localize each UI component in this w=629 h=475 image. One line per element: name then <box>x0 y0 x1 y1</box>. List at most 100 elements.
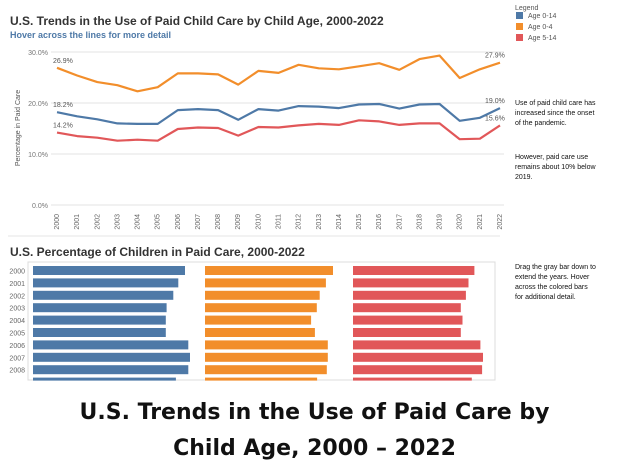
note-line: Drag the gray bar down to <box>515 264 596 271</box>
legend: Legend Age 0-14 Age 0-4 Age 5-14 <box>515 5 557 42</box>
bar-chart-title: U.S. Percentage of Children in Paid Care… <box>10 245 305 259</box>
note-line: across the colored bars <box>515 284 588 291</box>
bar[interactable] <box>33 365 189 375</box>
note-line: increased since the onset <box>515 110 595 117</box>
bar[interactable] <box>33 290 174 300</box>
note-line: remains about 10% below <box>515 164 596 171</box>
x-tick-label: 2015 <box>356 214 363 230</box>
caption-line-1: U.S. Trends in the Use of Paid Care by <box>79 400 550 425</box>
legend-swatch <box>516 23 523 30</box>
bar[interactable] <box>33 278 179 288</box>
x-tick-label: 2019 <box>437 214 444 230</box>
bar-partial[interactable] <box>33 377 176 381</box>
bar-category-label: 2002 <box>9 293 25 300</box>
bar[interactable] <box>353 365 483 375</box>
bar[interactable] <box>353 328 461 337</box>
bar[interactable] <box>353 290 466 300</box>
legend-entry: Age 5-14 <box>528 35 557 42</box>
bar[interactable] <box>205 365 327 375</box>
series-line-age-0-14[interactable] <box>56 102 501 125</box>
legend-entry: Age 0-14 <box>528 13 557 20</box>
bar-series-group[interactable] <box>33 266 483 381</box>
bar[interactable] <box>205 340 328 350</box>
bar[interactable] <box>205 315 312 325</box>
chart-canvas: U.S. Trends in the Use of Paid Child Car… <box>8 5 557 381</box>
y-tick-label: 30.0% <box>28 50 48 57</box>
x-tick-label: 2020 <box>457 214 464 230</box>
legend-entry: Age 0-4 <box>528 24 553 31</box>
bar[interactable] <box>33 328 166 337</box>
x-tick-label: 2003 <box>114 214 121 230</box>
x-tick-label: 2008 <box>215 214 222 230</box>
bar[interactable] <box>205 278 326 288</box>
x-tick-label: 2017 <box>396 214 403 230</box>
bar[interactable] <box>205 328 315 337</box>
legend-swatch <box>516 12 523 19</box>
series-line-age-0-4[interactable] <box>56 54 501 93</box>
x-tick-label: 2016 <box>376 214 383 230</box>
bar-category-label: 2008 <box>9 368 25 375</box>
bar-category-label: 2004 <box>9 318 25 325</box>
bar-category-label: 2006 <box>9 343 25 350</box>
y-tick-label: 0.0% <box>32 203 48 210</box>
drag-note: Drag the gray bar down to extend the yea… <box>515 263 625 303</box>
bar[interactable] <box>353 278 469 288</box>
bar-category-label: 2001 <box>9 281 25 288</box>
bar[interactable] <box>33 303 167 313</box>
y-axis-label: Percentage in Paid Care <box>15 90 22 166</box>
start-value-label: 18.2% <box>53 102 73 109</box>
bar[interactable] <box>205 303 317 313</box>
bar[interactable] <box>353 303 461 313</box>
y-tick-label: 20.0% <box>28 101 48 108</box>
end-value-label: 19.0% <box>485 98 505 105</box>
x-tick-label: 2000 <box>54 214 61 230</box>
y-tick-labels: 0.0% 10.0% 20.0% 30.0% <box>28 50 48 210</box>
note-line: 2019. <box>515 174 533 181</box>
start-value-label: 14.2% <box>53 123 73 130</box>
note-line: extend the years. Hover <box>515 274 590 281</box>
x-tick-label: 2018 <box>416 214 423 230</box>
x-tick-label: 2009 <box>235 214 242 230</box>
series-line-age-5-14[interactable] <box>56 119 501 142</box>
note-line: for additional detail. <box>515 294 576 301</box>
x-tick-label: 2007 <box>195 214 202 230</box>
x-tick-label: 2002 <box>94 214 101 230</box>
note-line: of the pandemic. <box>515 120 567 127</box>
bar-category-label: 2005 <box>9 331 25 338</box>
bar-partial[interactable] <box>353 377 472 381</box>
x-tick-label: 2005 <box>155 214 162 230</box>
bar[interactable] <box>205 266 333 275</box>
y-tick-label: 10.0% <box>28 152 48 159</box>
bar[interactable] <box>353 315 463 325</box>
line-chart-grid <box>51 51 504 206</box>
bar[interactable] <box>33 340 189 350</box>
x-tick-label: 2012 <box>296 214 303 230</box>
bar[interactable] <box>353 340 481 350</box>
legend-title: Legend <box>515 5 538 12</box>
x-tick-label: 2001 <box>74 214 81 230</box>
legend-swatch <box>516 34 523 41</box>
line-data-labels: 18.2% 19.0% 26.9% 27.9% 14.2% 15.6% <box>53 53 505 130</box>
x-tick-label: 2010 <box>255 214 262 230</box>
x-tick-label: 2006 <box>175 214 182 230</box>
pandemic-note-2: However, paid care use remains about 10%… <box>515 153 625 183</box>
line-chart-title: U.S. Trends in the Use of Paid Child Car… <box>10 14 384 28</box>
pandemic-note-1: Use of paid child care has increased sin… <box>515 99 625 129</box>
bar-category-label: 2003 <box>9 306 25 313</box>
bar[interactable] <box>33 315 166 325</box>
bar[interactable] <box>353 352 483 362</box>
bar-partial[interactable] <box>205 377 318 381</box>
bar[interactable] <box>205 290 320 300</box>
start-value-label: 26.9% <box>53 58 73 65</box>
note-line: Use of paid child care has <box>515 100 596 107</box>
bar[interactable] <box>33 266 185 275</box>
x-tick-labels: 2000 2001 2002 2003 2004 2005 2006 2007 2008 2009… <box>54 214 504 230</box>
line-chart-subtitle: Hover across the lines for more detail <box>10 30 171 40</box>
line-series-group[interactable] <box>56 54 501 142</box>
bar[interactable] <box>33 352 190 362</box>
x-tick-label: 2011 <box>276 214 283 229</box>
bar[interactable] <box>353 266 475 275</box>
note-line: However, paid care use <box>515 154 589 161</box>
caption-line-2: Child Age, 2000 – 2022 <box>173 436 456 461</box>
bar[interactable] <box>205 352 328 362</box>
